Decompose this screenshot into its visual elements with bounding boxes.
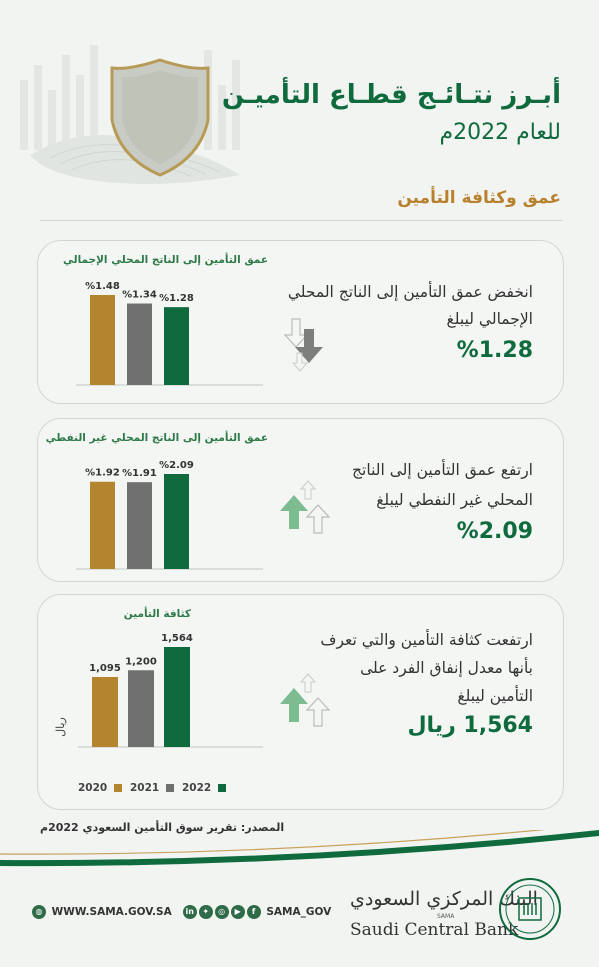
page-subtitle: للعام 2022م [439, 120, 561, 145]
bar-chart-insurance-density: 1,095 1,200 1,564 ريال [54, 633, 263, 748]
card-statement-line2: الإجمالي ليبلغ [446, 310, 533, 328]
social-handle[interactable]: SAMA_GOV [266, 906, 332, 918]
bar-value-label: 1,095 [89, 663, 121, 674]
linkedin-icon[interactable]: in [182, 905, 197, 919]
up-arrows-icon [280, 480, 331, 534]
section-title: عمق وكثافة التأمين [397, 188, 561, 208]
instagram-icon[interactable]: ◎ [214, 905, 229, 919]
youtube-icon[interactable]: ▶ [230, 905, 245, 919]
card-insurance-penetration-nonoil: عمق التأمين إلى الناتج المحلي غير النفطي… [37, 418, 564, 582]
card-statement-line2: بأنها معدل إنفاق الفرد على [360, 659, 533, 677]
bar-2022 [164, 474, 189, 569]
chart-title: عمق التأمين إلى الناتج المحلي غير النفطي [45, 432, 268, 444]
card-statement-line1: ارتفعت كثافة التأمين والتي تعرف [320, 631, 533, 649]
bank-abbreviation: SAMA [437, 913, 455, 920]
bar-value-label: %1.91 [122, 468, 157, 479]
bar-2021 [128, 670, 154, 747]
source-note: المصدر: تقرير سوق التأمين السعودي 2022م [40, 821, 285, 834]
highlight-value: 1,564 ريال [407, 713, 533, 738]
footer-swoosh [0, 830, 599, 867]
bar-2022 [164, 647, 190, 747]
card-insurance-density: كثافة التأمين 1,095 1,200 1,564 ريال ارتفعت… [37, 594, 564, 810]
card-insurance-penetration-gdp: عمق التأمين إلى الناتج المحلي الإجمالي %… [37, 240, 564, 404]
bar-value-label: 1,564 [161, 633, 193, 644]
chart-title: كثافة التأمين [123, 608, 191, 620]
bar-value-label: %1.34 [122, 290, 157, 301]
bar-value-label: %1.28 [159, 293, 194, 304]
card-statement-line1: انخفض عمق التأمين إلى الناتج المحلي [287, 283, 533, 301]
bar-value-label: %1.48 [85, 281, 120, 292]
bar-value-label: %2.09 [159, 460, 194, 471]
bar-value-label: 1,200 [125, 656, 157, 667]
card-statement-line1: ارتفع عمق التأمين إلى الناتج [352, 461, 533, 479]
twitter-icon[interactable]: ✦ [198, 905, 213, 919]
bar-2021 [127, 482, 152, 569]
legend-swatch [113, 784, 122, 792]
legend-swatch [217, 784, 226, 792]
globe-icon: ◍ [32, 905, 46, 919]
bar-2022 [164, 307, 189, 385]
page-title: أبـرز نتـائـج قطـاع التأميـن [221, 80, 561, 110]
bar-2020 [90, 295, 115, 385]
section-divider [40, 220, 563, 221]
legend-item-2021: 2021 [130, 782, 174, 794]
card-statement-line2: المحلي غير النفطي ليبلغ [376, 491, 533, 509]
footer-links: ◍ WWW.SAMA.GOV.SA in ✦ ◎ ▶ f SAMA_GOV [32, 905, 331, 919]
bank-name-arabic: البنك المركزي السعودي [350, 888, 538, 910]
bar-chart-penetration-nonoil: %1.92 %1.91%2.09 [76, 460, 263, 570]
down-arrows-icon [283, 318, 323, 372]
header-shield-illustration [20, 45, 240, 184]
y-axis-unit-label: ريال [54, 717, 67, 737]
card-statement-line3: التأمين ليبلغ [457, 687, 533, 705]
legend-item-2020: 2020 [78, 782, 122, 794]
legend-item-2022: 2022 [182, 782, 226, 794]
bank-name-english: Saudi Central Bank [350, 920, 519, 940]
up-arrows-icon [280, 673, 331, 727]
bar-2021 [127, 303, 152, 385]
legend-swatch [165, 784, 174, 792]
facebook-icon[interactable]: f [246, 905, 261, 919]
bar-2020 [92, 676, 118, 747]
sama-seal-logo [499, 878, 561, 940]
highlight-value: %1.28 [456, 338, 533, 363]
chart-title: عمق التأمين إلى الناتج المحلي الإجمالي [63, 254, 268, 266]
bar-value-label: %1.92 [85, 468, 120, 479]
bar-chart-penetration-gdp: %1.48%1.34 %1.28 [76, 281, 263, 386]
highlight-value: %2.09 [456, 519, 533, 544]
bar-2020 [90, 481, 115, 569]
website-link[interactable]: WWW.SAMA.GOV.SA [51, 906, 172, 918]
